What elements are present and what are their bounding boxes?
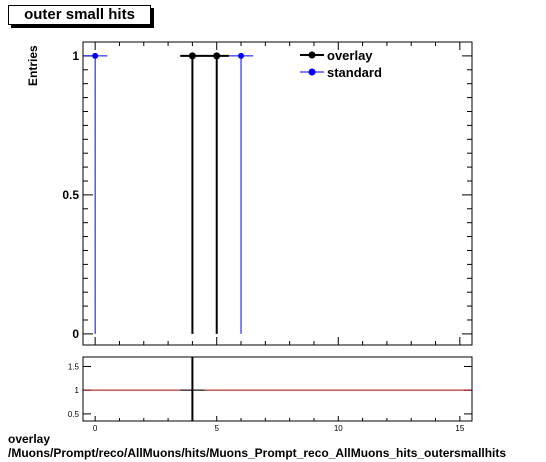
- legend-marker: [308, 68, 316, 76]
- y-tick-label: 1: [72, 49, 79, 63]
- ratio-x-tick-label: 15: [455, 424, 464, 433]
- data-point: [188, 52, 196, 60]
- ratio-x-tick-label: 10: [334, 424, 343, 433]
- ratio-y-tick-label: 1: [75, 386, 80, 395]
- ratio-x-tick-label: 5: [214, 424, 219, 433]
- y-axis-label: Entries: [26, 45, 40, 86]
- ratio-axis-ticks: 0 5 10 15 0.5 1 1.5: [68, 362, 472, 433]
- ratio-x-tick-label: 0: [93, 424, 98, 433]
- legend-entry: standard: [327, 65, 382, 80]
- y-tick-label: 0.5: [62, 188, 79, 202]
- data-point: [92, 52, 99, 59]
- ratio-y-tick-label: 0.5: [68, 410, 80, 419]
- y-tick-label: 0: [72, 327, 79, 341]
- chart-marks: overlay standard: [83, 48, 472, 421]
- main-plot-frame: [82, 41, 473, 346]
- footer-path: /Muons/Prompt/reco/AllMuons/hits/Muons_P…: [8, 446, 507, 460]
- ratio-y-tick-label: 1.5: [68, 362, 80, 371]
- data-point: [213, 52, 221, 60]
- ratio-plot-frame: [82, 356, 473, 422]
- footer-line-1: overlay: [8, 432, 51, 446]
- legend-entry: overlay: [327, 48, 373, 63]
- data-point: [238, 52, 245, 59]
- legend-marker: [308, 51, 316, 59]
- main-axis-ticks: 00.51: [62, 42, 472, 345]
- histogram-title: outer small hits: [8, 5, 151, 25]
